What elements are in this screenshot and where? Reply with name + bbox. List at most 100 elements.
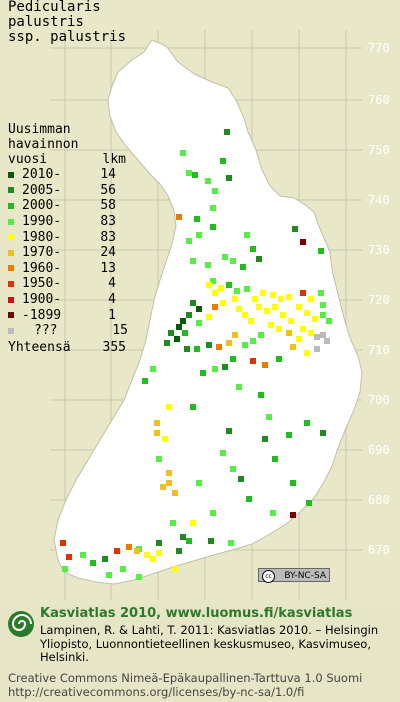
observation-point: [212, 366, 218, 372]
observation-point: [232, 296, 238, 302]
observation-point: [66, 554, 72, 560]
observation-point: [234, 288, 240, 294]
observation-point: [308, 296, 314, 302]
observation-point: [230, 258, 236, 264]
observation-point: [270, 292, 276, 298]
legend-row: ??? 15: [8, 323, 128, 339]
observation-point: [256, 304, 262, 310]
observation-point: [62, 566, 68, 572]
footer-citation: Lampinen, R. & Lahti, T. 2011: Kasviatla…: [40, 623, 379, 664]
observation-point: [176, 214, 182, 220]
species-title: Pedicularis palustris ssp. palustris: [8, 0, 126, 45]
observation-point: [134, 548, 140, 554]
legend-label: -1899: [22, 307, 62, 323]
legend-count: 15: [112, 323, 128, 339]
observation-point: [260, 290, 266, 296]
observation-point: [250, 358, 256, 364]
observation-point: [184, 346, 190, 352]
observation-point: [280, 312, 286, 318]
observation-point: [320, 332, 326, 338]
observation-point: [226, 340, 232, 346]
observation-point: [212, 188, 218, 194]
legend-header-3: vuosi lkm: [8, 153, 126, 167]
legend-count: 14: [100, 167, 116, 183]
observation-point: [288, 318, 294, 324]
observation-point: [186, 312, 192, 318]
observation-point: [154, 430, 160, 436]
observation-point: [236, 306, 242, 312]
observation-point: [180, 150, 186, 156]
observation-point: [286, 432, 292, 438]
observation-point: [242, 342, 248, 348]
legend-label: ???: [34, 323, 58, 339]
observation-point: [150, 556, 156, 562]
legend-label: 1990-: [22, 214, 62, 230]
observation-point: [106, 572, 112, 578]
observation-point: [156, 456, 162, 462]
observation-point: [266, 414, 272, 420]
observation-point: [220, 300, 226, 306]
observation-point: [205, 262, 211, 268]
observation-point: [224, 129, 230, 135]
observation-point: [306, 500, 312, 506]
observation-point: [300, 239, 306, 245]
observation-point: [206, 282, 212, 288]
cc-license-badge[interactable]: cc BY-NC-SA: [258, 568, 330, 583]
observation-point: [296, 304, 302, 310]
legend-row: 1960- 13: [8, 261, 128, 277]
observation-point: [250, 338, 256, 344]
legend-swatch: [8, 265, 14, 272]
footer-license-url[interactable]: http://creativecommons.org/licenses/by-n…: [8, 684, 305, 699]
legend-swatch: [8, 202, 14, 209]
observation-point: [256, 256, 262, 262]
observation-point: [290, 344, 296, 350]
observation-point: [300, 326, 306, 332]
observation-points: [60, 129, 332, 580]
observation-point: [324, 338, 330, 344]
kasviatlas-logo-icon: [8, 611, 34, 637]
observation-point: [320, 430, 326, 436]
observation-point: [166, 470, 172, 476]
observation-point: [194, 346, 200, 352]
legend-swatch: [8, 327, 14, 334]
observation-point: [210, 510, 216, 516]
legend-count: 83: [100, 229, 116, 245]
observation-point: [236, 384, 242, 390]
legend-swatch: [8, 218, 14, 225]
observation-point: [208, 538, 214, 544]
observation-point: [286, 294, 292, 300]
legend-count: 24: [100, 245, 116, 261]
observation-point: [186, 238, 192, 244]
observation-point: [242, 312, 248, 318]
observation-point: [278, 296, 284, 302]
observation-point: [246, 496, 252, 502]
legend-row: -1899 1: [8, 307, 128, 323]
observation-point: [114, 548, 120, 554]
observation-point: [144, 552, 150, 558]
legend: Uusimman havainnon vuosi lkm 2010- 14 2005…: [8, 123, 128, 355]
legend-header-count: lkm: [102, 152, 126, 167]
legend-swatch: [8, 296, 14, 303]
observation-point: [216, 344, 222, 350]
legend-label: 2000-: [22, 198, 62, 214]
legend-label: 2010-: [22, 167, 62, 183]
observation-point: [196, 480, 202, 486]
legend-count: 56: [100, 182, 116, 198]
legend-swatch: [8, 187, 14, 194]
y-tick-label: 690: [368, 443, 390, 457]
observation-point: [168, 330, 174, 336]
observation-point: [164, 340, 170, 346]
observation-point: [210, 205, 216, 211]
observation-point: [90, 560, 96, 566]
observation-point: [308, 330, 314, 336]
observation-point: [176, 548, 182, 554]
observation-point: [268, 322, 274, 328]
observation-point: [312, 316, 318, 322]
y-tick-label: 760: [368, 93, 390, 107]
legend-swatch: [8, 234, 14, 241]
legend-count: 13: [100, 260, 116, 276]
observation-point: [222, 364, 228, 370]
observation-point: [226, 175, 232, 181]
observation-point: [258, 332, 264, 338]
legend-swatch: [8, 249, 14, 256]
